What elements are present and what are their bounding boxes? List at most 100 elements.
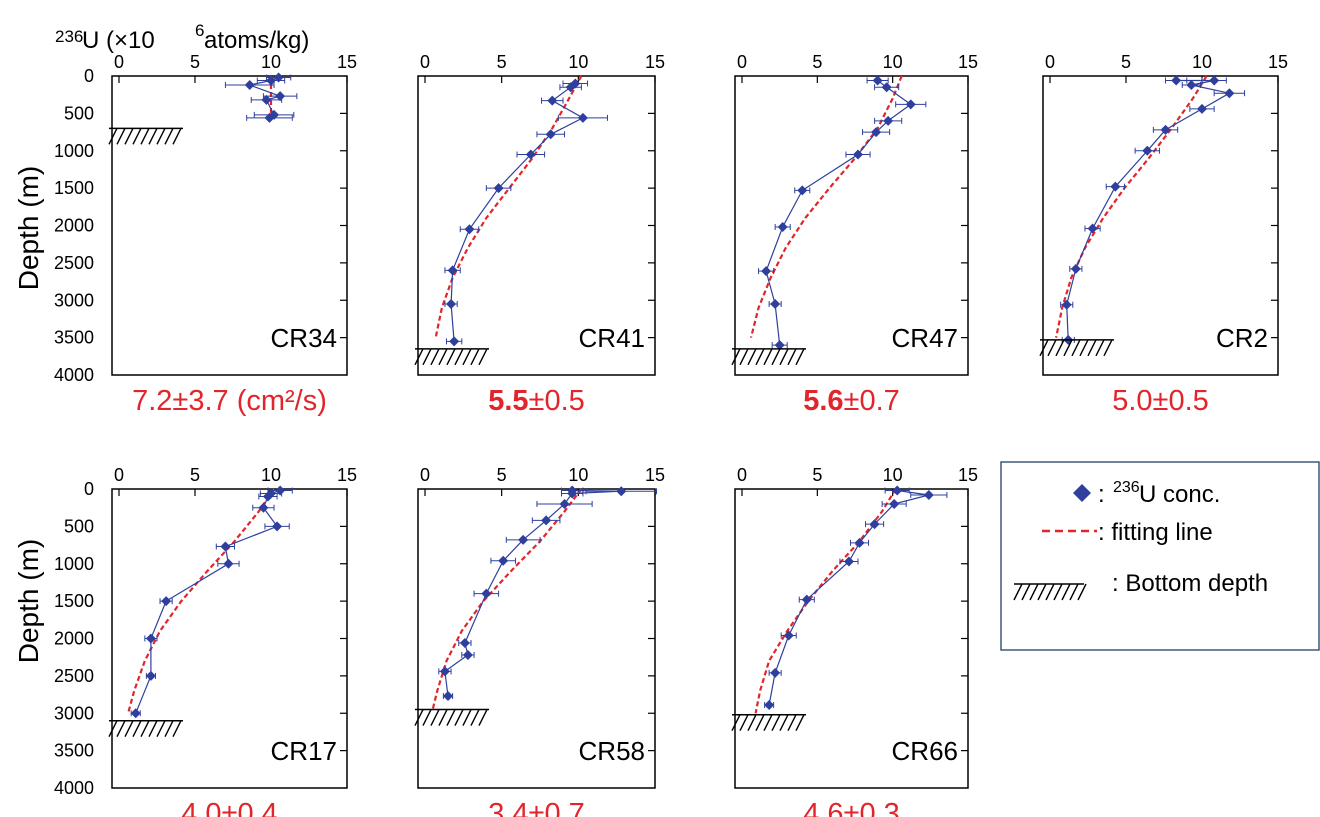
y-tick-label: 4000: [54, 365, 94, 385]
bottom-hatch-stroke: [430, 709, 440, 726]
x-tick-label: 10: [261, 465, 281, 485]
bottom-hatch-stroke: [470, 348, 480, 366]
diffusivity-value: 4.6±0.3: [803, 798, 900, 817]
fit-line: [431, 488, 583, 710]
data-point: [854, 537, 865, 548]
bottom-hatch-stroke: [164, 128, 174, 145]
bottom-hatch-stroke: [414, 709, 424, 726]
station-label: CR2: [1216, 323, 1268, 353]
y-axis-title-bottom: Depth (m): [13, 539, 44, 663]
bottom-hatch-stroke: [779, 348, 789, 366]
legend-hatch-stroke: [1021, 583, 1031, 601]
data-point: [783, 630, 794, 641]
panel-cr34: 0 5 10 15 0 500 1000 1500 2000 2500 3000 3500 4000 CR…: [54, 52, 357, 417]
x-tick-label: 15: [645, 465, 665, 485]
x-tick-label: 5: [812, 52, 822, 72]
station-label: CR41: [579, 323, 645, 353]
data-point: [481, 588, 492, 599]
x-tick-label: 5: [190, 52, 200, 72]
data-point: [161, 596, 172, 607]
x-tick-label: 0: [737, 52, 747, 72]
y-tick-label: 0: [84, 479, 94, 499]
legend-conc-label: U conc.: [1139, 481, 1220, 508]
x-tick-label: 0: [114, 465, 124, 485]
bottom-hatch-stroke: [148, 720, 158, 738]
bottom-depth-marker: [108, 719, 183, 738]
data-line: [450, 83, 585, 342]
data-line: [135, 489, 281, 714]
bottom-hatch-stroke: [1103, 339, 1113, 357]
bottom-hatch-stroke: [478, 348, 488, 366]
bottom-hatch-stroke: [755, 348, 765, 366]
legend-hatch-stroke: [1069, 583, 1079, 601]
y-tick-label: 3000: [54, 703, 94, 723]
bottom-hatch-stroke: [422, 348, 432, 366]
panel-cr41: 0 5 10 15 CR41 5.5±0.5: [414, 52, 665, 417]
bottom-hatch-stroke: [755, 714, 765, 732]
data-point: [545, 129, 556, 140]
data-point: [258, 502, 269, 513]
data-point: [881, 82, 892, 93]
data-point: [1087, 223, 1098, 234]
bottom-hatch-stroke: [108, 720, 118, 738]
y-tick-label: 500: [64, 103, 94, 123]
diffusivity-value: 4.0±0.4: [181, 798, 278, 817]
x-tick-label: 5: [190, 465, 200, 485]
bottom-hatch-stroke: [156, 128, 166, 145]
data-point: [493, 183, 504, 194]
legend-hatch-stroke: [1077, 583, 1087, 601]
bottom-hatch-stroke: [731, 714, 741, 732]
bottom-hatch-stroke: [156, 720, 166, 738]
x-tick-label: 10: [568, 52, 588, 72]
bottom-hatch-stroke: [1079, 339, 1089, 357]
legend-conc-iso: 236: [1113, 479, 1140, 496]
data-point: [547, 95, 558, 106]
bottom-hatch-stroke: [1071, 339, 1081, 357]
bottom-hatch-stroke: [454, 348, 464, 366]
data-point: [871, 127, 882, 138]
y-tick-label: 500: [64, 516, 94, 536]
bottom-depth-marker: [731, 348, 806, 366]
bottom-hatch-stroke: [446, 348, 456, 366]
y-tick-label: 2000: [54, 629, 94, 649]
data-point: [777, 221, 788, 232]
legend-hatch-stroke: [1053, 583, 1063, 601]
legend-diamond-marker: [1073, 484, 1091, 502]
x-tick-label: 5: [497, 52, 507, 72]
data-point: [1061, 299, 1072, 310]
bottom-hatch-stroke: [454, 709, 464, 726]
bottom-hatch-stroke: [172, 128, 182, 145]
data-point: [223, 558, 234, 569]
bottom-hatch-stroke: [731, 348, 741, 366]
legend-conc-colon: :: [1098, 481, 1105, 508]
legend-bottom-label: : Bottom depth: [1112, 570, 1268, 597]
x-tick-label: 5: [1121, 52, 1131, 72]
y-tick-label: 1000: [54, 554, 94, 574]
y-tick-label: 3000: [54, 290, 94, 310]
station-label: CR47: [892, 323, 958, 353]
bottom-hatch-stroke: [763, 348, 773, 366]
panel-cr47: 0 5 10 15 CR47 5.6±0.7: [731, 52, 978, 417]
diffusivity-value: 7.2±3.7 (cm²/s): [132, 385, 327, 417]
panel-cr17: 0 5 10 15 0 500 1000 1500 2000 2500 3000 3500 4000 CR…: [54, 465, 357, 817]
x-tick-label: 5: [812, 465, 822, 485]
x-tick-label: 15: [337, 52, 357, 72]
y-tick-label: 1000: [54, 141, 94, 161]
data-point: [1186, 79, 1197, 90]
data-point: [220, 541, 231, 552]
panels: 0 5 10 1505001000150020002500300035004000CR…: [54, 52, 1288, 817]
data-point: [577, 112, 588, 123]
data-point: [892, 485, 903, 496]
data-point: [770, 298, 781, 309]
x-tick-label: 15: [958, 52, 978, 72]
x-tick-label: 0: [420, 465, 430, 485]
bottom-hatch-stroke: [116, 720, 126, 738]
bottom-depth-marker: [108, 127, 183, 145]
fit-line: [754, 488, 897, 714]
data-point: [130, 708, 141, 719]
bottom-depth-marker: [414, 348, 489, 366]
data-point: [1171, 75, 1182, 86]
y-axis-title-top: Depth (m): [13, 166, 44, 290]
x-tick-label: 5: [497, 465, 507, 485]
data-point: [518, 534, 529, 545]
